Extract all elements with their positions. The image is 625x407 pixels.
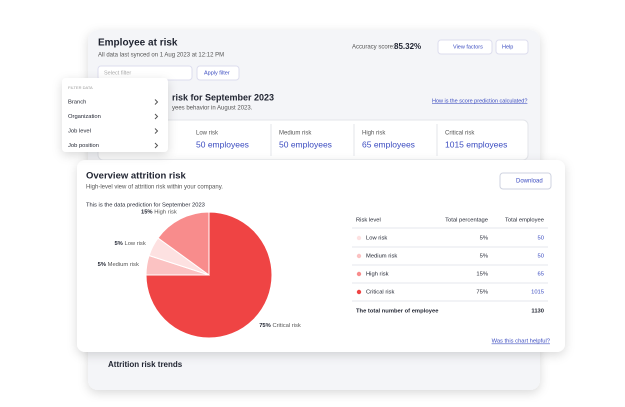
slice-label: 75% Critical risk [259, 323, 301, 329]
prediction-text: This is the data prediction for Septembe… [86, 203, 205, 209]
table-cell: High risk [366, 272, 389, 278]
summary-subtitle: yees behavior in August 2023. [172, 106, 253, 112]
accuracy-label: Accuracy score: [352, 45, 395, 51]
accuracy: 85.32% [394, 42, 421, 51]
total-value: 1130 [531, 309, 544, 315]
table-cell: Medium risk [366, 254, 397, 260]
table-cell: 15% [476, 272, 488, 278]
card-value: 50 employees [279, 139, 332, 149]
slice-category: Low risk [124, 240, 145, 246]
chevron [154, 128, 159, 134]
trends-title: Attrition risk trends [108, 360, 183, 369]
overview-title: Overview attrition risk [86, 171, 187, 182]
header-title: Employee at risk [98, 38, 178, 49]
table-cell: 1015 [531, 290, 544, 296]
apply-filter-button[interactable] [196, 65, 240, 81]
table-cell: Low risk [366, 236, 387, 242]
risk-dot [356, 235, 362, 241]
card-label: High risk [362, 131, 386, 137]
filter-menu [62, 78, 168, 152]
overview-subtitle: High-level view of attrition risk within… [86, 185, 223, 191]
table-cell: 50 [538, 254, 544, 260]
apply-filter-label: Apply filter [204, 70, 230, 76]
helpful-link[interactable]: Was this chart helpful? [492, 339, 551, 345]
sync-info: All data last synced on 1 Aug 2023 at 12… [98, 53, 224, 59]
help-label: Help [502, 44, 513, 50]
chevron [154, 113, 159, 120]
risk-dot [356, 271, 362, 277]
slice-value: 75% [259, 323, 271, 329]
risk-dot [356, 289, 362, 295]
table-header: Total percentage [445, 218, 488, 224]
table-header: Total employee [505, 218, 544, 224]
card-label: Critical risk [445, 131, 475, 137]
help-button[interactable] [495, 39, 529, 55]
filter-placeholder: Select filter [104, 70, 131, 76]
prediction-link[interactable]: How is the score prediction calculated? [432, 98, 527, 104]
card-value: 65 employees [362, 139, 415, 149]
menu-item[interactable]: Organization [68, 114, 101, 120]
slice-category: Critical risk [272, 323, 300, 329]
table-header: Risk level [356, 218, 381, 224]
slice-label: 15% High risk [141, 209, 177, 215]
card-label: Medium risk [279, 131, 312, 137]
summary-title: risk for September 2023 [172, 92, 274, 102]
pie-slice [157, 211, 210, 276]
card-label: Low risk [196, 131, 219, 137]
slice-category: High risk [154, 209, 177, 215]
table-cell: 5% [480, 254, 488, 260]
card-value: 1015 employees [445, 139, 507, 149]
table-cell: 50 [538, 236, 544, 242]
slice-value: 5% [98, 261, 106, 267]
table-cell: Critical risk [366, 290, 394, 296]
table-cell: 5% [480, 236, 488, 242]
view-factors-label: View factors [453, 44, 483, 50]
total-label: The total number of employee [356, 309, 439, 315]
slice-category: Medium risk [108, 261, 139, 267]
chevron [154, 99, 159, 105]
menu-title: FILTER DATA [68, 85, 93, 90]
download-button[interactable] [499, 172, 552, 190]
slice-value: 15% [141, 209, 153, 215]
slice-value: 5% [114, 240, 122, 246]
table-cell: 65 [538, 272, 544, 278]
slice-label: 5% Medium risk [98, 261, 139, 267]
risk-dot [356, 253, 362, 259]
card-value: 50 employees [196, 139, 249, 149]
download-label: Download [516, 179, 543, 185]
view-factors-button[interactable] [437, 39, 493, 55]
menu-item[interactable]: Job level [68, 129, 91, 135]
table-cell: 75% [476, 290, 488, 296]
menu-item[interactable]: Branch [68, 100, 86, 106]
slice-label: 5% Low risk [114, 240, 145, 246]
chevron [154, 142, 159, 149]
menu-item[interactable]: Job position [68, 143, 99, 149]
